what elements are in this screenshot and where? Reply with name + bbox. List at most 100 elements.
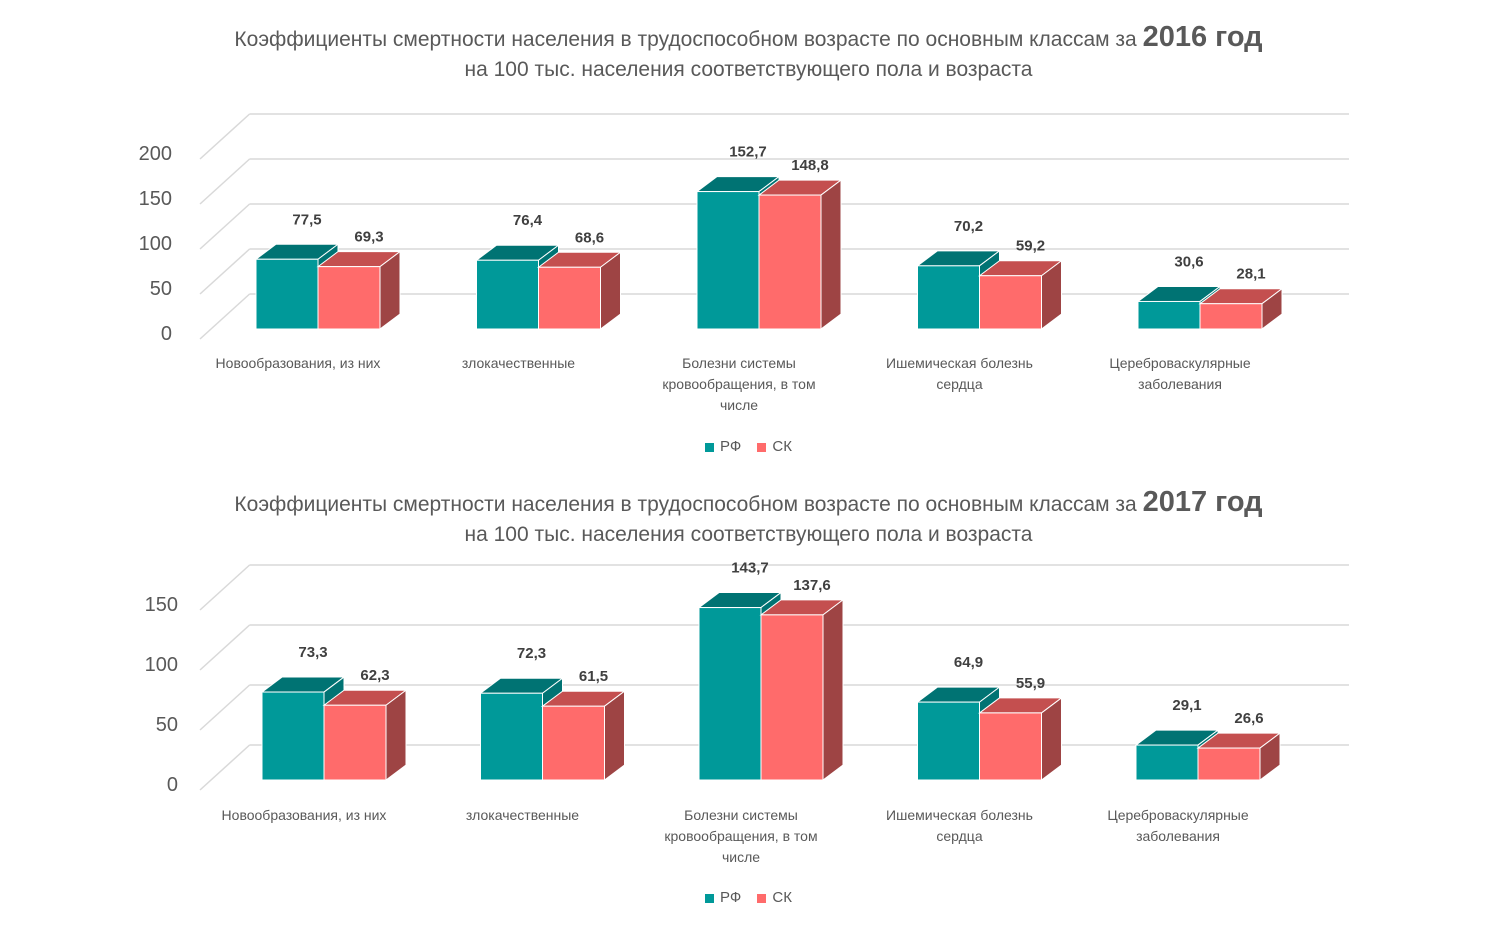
title-text: Коэффициенты смертности населения в труд… <box>234 493 1137 516</box>
data-label: 148,8 <box>791 157 829 174</box>
bar-РФ <box>255 258 319 330</box>
gridline-diagonal <box>199 564 251 611</box>
legend-swatch-sk <box>757 893 767 903</box>
bar-РФ <box>261 691 325 781</box>
data-label: 61,5 <box>579 668 608 685</box>
x-tick-label: кровообращения, в том <box>664 828 817 844</box>
legend-item-rf: РФ <box>705 889 741 906</box>
x-tick-label: Цереброваскулярные <box>1109 355 1251 371</box>
data-label: 59,2 <box>1016 238 1045 255</box>
data-label: 68,6 <box>575 229 604 246</box>
x-tick-label: заболевания <box>1138 376 1222 392</box>
y-tick-label: 200 <box>139 143 172 165</box>
y-tick-label: 50 <box>150 278 172 300</box>
gridline-diagonal <box>199 203 251 250</box>
gridline-diagonal <box>199 684 251 731</box>
data-label: 30,6 <box>1174 253 1203 270</box>
y-tick-label: 100 <box>145 654 178 676</box>
bar-РФ <box>696 191 760 330</box>
plot-area: 0 50 100 150 73,3 62,3 Новообразования, из них… <box>145 560 1349 865</box>
bar-СК <box>317 266 381 330</box>
bar-side-СК <box>385 689 407 781</box>
data-label: 29,1 <box>1172 697 1201 714</box>
legend-label-rf: РФ <box>720 438 742 455</box>
bar-side-СК <box>822 598 844 781</box>
y-tick-label: 0 <box>167 774 178 796</box>
legend: РФ СК <box>0 889 1497 906</box>
bar-СК <box>538 266 601 330</box>
x-tick-label: числе <box>722 849 760 865</box>
gridline-diagonal <box>199 248 251 295</box>
chart-title: Коэффициенты смертности населения в труд… <box>0 487 1497 550</box>
bar-РФ <box>917 701 980 781</box>
gridline-diagonal <box>199 158 251 205</box>
data-label: 62,3 <box>360 667 389 684</box>
legend-label-rf: РФ <box>720 889 742 906</box>
bar-РФ <box>476 259 539 330</box>
bar-РФ <box>698 607 762 781</box>
chart-subtitle: на 100 тыс. населения соответствующего п… <box>464 58 1033 81</box>
data-label: 152,7 <box>729 144 767 161</box>
data-label: 143,7 <box>731 560 769 577</box>
x-tick-label: злокачественные <box>466 807 579 823</box>
x-tick-label: заболевания <box>1136 828 1220 844</box>
legend-swatch-sk <box>757 442 767 452</box>
y-tick-label: 50 <box>156 714 178 736</box>
bar-СК <box>979 275 1042 330</box>
x-tick-label: сердца <box>936 828 982 844</box>
y-tick-label: 100 <box>139 233 172 255</box>
bar-СК <box>542 705 605 781</box>
chart-2016: Коэффициенты смертности населения в труд… <box>0 22 1497 455</box>
bar-СК <box>1197 747 1261 781</box>
data-label: 72,3 <box>517 645 546 662</box>
x-tick-label: Новообразования, из них <box>222 807 387 823</box>
legend-label-sk: СК <box>772 889 792 906</box>
data-label: 28,1 <box>1236 266 1265 283</box>
bar-РФ <box>1137 300 1201 330</box>
data-label: 70,2 <box>954 218 983 235</box>
data-label: 76,4 <box>513 212 543 229</box>
bar-СК <box>760 614 824 781</box>
gridline-diagonal <box>199 744 251 791</box>
x-tick-label: Ишемическая болезнь <box>886 355 1033 371</box>
bar-РФ <box>480 692 543 781</box>
bar-side-СК <box>820 179 842 330</box>
y-tick-label: 150 <box>145 594 178 616</box>
chart-subtitle: на 100 тыс. населения соответствующего п… <box>464 523 1033 546</box>
bar-СК <box>1199 303 1263 330</box>
data-label: 73,3 <box>298 644 327 661</box>
legend: РФ СК <box>0 438 1497 455</box>
x-tick-label: злокачественные <box>462 355 575 371</box>
plot-area: 0 50 100 150 200 77,5 69,3 Новообразования, из … <box>139 113 1349 413</box>
x-tick-label: Новообразования, из них <box>216 355 381 371</box>
x-tick-label: кровообращения, в том <box>662 376 815 392</box>
bar-side-СК <box>1041 696 1062 781</box>
y-tick-label: 0 <box>161 323 172 345</box>
data-label: 64,9 <box>954 654 983 671</box>
bar-РФ <box>917 265 980 330</box>
bar-СК <box>323 704 387 781</box>
gridline-diagonal <box>199 113 251 160</box>
data-label: 55,9 <box>1016 675 1045 692</box>
title-year: 2016 год <box>1142 21 1263 53</box>
bar-СК <box>979 712 1042 781</box>
chart-title: Коэффициенты смертности населения в труд… <box>0 22 1497 85</box>
x-tick-label: Болезни системы <box>684 807 798 823</box>
title-text: Коэффициенты смертности населения в труд… <box>234 28 1137 51</box>
gridline-diagonal <box>199 624 251 671</box>
x-tick-label: Ишемическая болезнь <box>886 807 1033 823</box>
y-tick-label: 150 <box>139 188 172 210</box>
bar-РФ <box>1135 744 1199 781</box>
bar-СК <box>758 194 822 330</box>
data-label: 26,6 <box>1234 710 1263 727</box>
data-label: 69,3 <box>354 229 383 246</box>
bar-side-СК <box>604 690 625 781</box>
legend-label-sk: СК <box>772 438 792 455</box>
title-year: 2017 год <box>1142 486 1263 518</box>
legend-swatch-rf <box>705 893 714 903</box>
data-label: 137,6 <box>793 577 831 594</box>
legend-item-sk: СК <box>757 889 792 906</box>
x-tick-label: сердца <box>936 376 982 392</box>
legend-swatch-rf <box>705 442 714 452</box>
gridline-diagonal <box>199 293 251 340</box>
